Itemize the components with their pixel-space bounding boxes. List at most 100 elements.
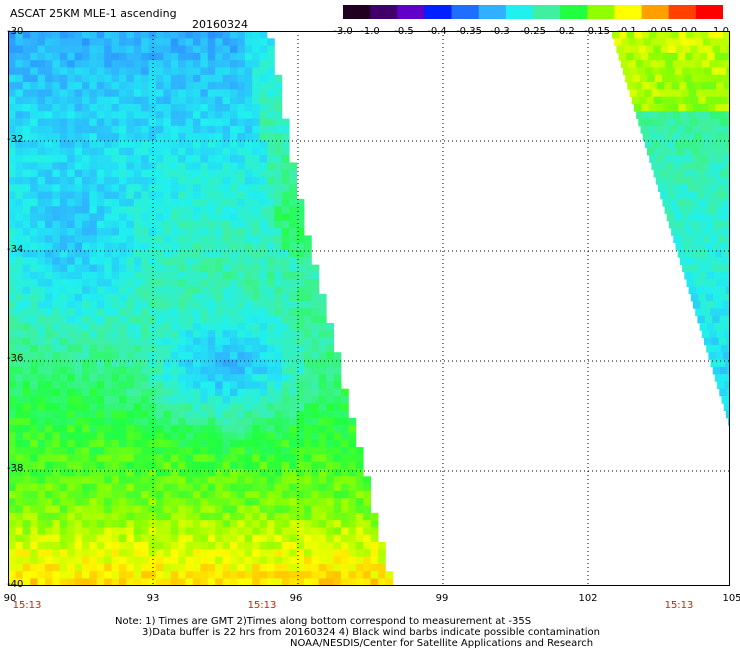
wind-data-cell — [333, 410, 342, 419]
wind-data-cell — [289, 563, 297, 572]
wind-data-cell — [649, 155, 657, 163]
wind-data-cell — [721, 125, 730, 134]
wind-data-cell — [230, 483, 238, 492]
wind-data-cell — [89, 549, 98, 557]
wind-data-cell — [721, 396, 730, 404]
wind-data-cell — [185, 542, 194, 550]
wind-data-cell — [237, 198, 246, 207]
latitude-label: -40 — [7, 579, 24, 590]
wind-data-cell — [215, 191, 223, 200]
color-scale-swatch — [370, 5, 398, 19]
wind-data-cell — [163, 89, 172, 98]
wind-data-cell — [341, 578, 349, 586]
wind-data-cell — [267, 308, 275, 317]
wind-data-cell — [59, 133, 68, 141]
wind-data-cell — [37, 556, 46, 565]
wind-data-cell — [215, 271, 223, 280]
wind-data-cell — [230, 381, 238, 390]
wind-data-cell — [685, 177, 694, 185]
wind-data-cell — [52, 74, 61, 83]
wind-data-cell — [170, 140, 179, 149]
wind-data-cell — [318, 308, 327, 317]
wind-data-cell — [163, 169, 172, 178]
wind-data-cell — [74, 388, 83, 397]
wind-data-cell — [30, 439, 38, 448]
wind-data-cell — [15, 352, 24, 360]
wind-data-cell — [311, 534, 320, 543]
wind-data-cell — [30, 308, 38, 317]
wind-data-cell — [8, 104, 16, 112]
wind-data-cell — [37, 74, 46, 83]
wind-data-cell — [96, 82, 105, 90]
wind-data-cell — [666, 213, 675, 222]
wind-data-cell — [111, 308, 120, 317]
wind-data-cell — [341, 439, 349, 448]
wind-data-cell — [660, 118, 669, 127]
wind-data-cell — [8, 417, 16, 426]
wind-data-cell — [326, 490, 334, 499]
wind-data-cell — [289, 527, 297, 536]
wind-data-cell — [8, 89, 16, 98]
wind-data-cell — [267, 235, 275, 244]
wind-data-cell — [318, 534, 327, 543]
wind-data-cell — [22, 89, 31, 98]
wind-data-cell — [119, 206, 127, 214]
wind-data-cell — [156, 505, 164, 514]
wind-data-cell — [133, 534, 142, 543]
wind-data-cell — [222, 198, 231, 207]
wind-data-cell — [178, 454, 186, 463]
wind-data-cell — [22, 461, 31, 470]
wind-data-cell — [215, 461, 223, 470]
wind-data-cell — [163, 82, 172, 90]
wind-data-cell — [133, 184, 142, 192]
wind-data-cell — [200, 542, 209, 550]
wind-data-cell — [111, 169, 120, 178]
wind-data-cell — [252, 432, 260, 441]
wind-data-cell — [222, 162, 231, 171]
wind-data-cell — [22, 206, 31, 214]
wind-data-cell — [664, 133, 673, 141]
wind-data-cell — [30, 469, 38, 477]
wind-data-cell — [185, 169, 194, 178]
wind-data-cell — [341, 505, 349, 514]
wind-data-cell — [663, 31, 672, 39]
wind-data-cell — [296, 512, 305, 521]
wind-data-cell — [133, 279, 142, 287]
wind-data-cell — [82, 271, 90, 280]
wind-data-cell — [52, 505, 61, 514]
wind-data-cell — [170, 74, 179, 83]
wind-data-cell — [712, 45, 721, 54]
wind-data-cell — [296, 388, 305, 397]
wind-data-cell — [215, 279, 223, 287]
wind-data-cell — [67, 308, 75, 317]
wind-data-cell — [74, 505, 83, 514]
wind-data-cell — [281, 118, 290, 127]
wind-data-cell — [111, 498, 120, 506]
wind-data-cell — [311, 505, 320, 514]
wind-data-cell — [126, 177, 135, 185]
wind-data-cell — [230, 184, 238, 192]
wind-data-cell — [640, 125, 649, 134]
wind-data-cell — [222, 271, 231, 280]
wind-data-cell — [15, 242, 24, 251]
wind-data-cell — [82, 184, 90, 192]
wind-data-cell — [52, 169, 61, 178]
wind-data-cell — [52, 527, 61, 536]
wind-data-cell — [163, 133, 172, 141]
wind-data-cell — [724, 330, 730, 338]
wind-data-cell — [274, 133, 283, 141]
wind-data-cell — [22, 476, 31, 484]
wind-data-cell — [178, 96, 186, 105]
wind-data-cell — [281, 155, 290, 163]
wind-data-cell — [296, 578, 305, 586]
wind-data-cell — [82, 301, 90, 309]
wind-data-cell — [318, 396, 327, 404]
wind-data-cell — [200, 425, 209, 433]
wind-data-cell — [200, 344, 209, 353]
wind-data-cell — [82, 52, 90, 61]
wind-data-cell — [207, 235, 216, 244]
wind-data-cell — [311, 279, 320, 287]
wind-data-cell — [119, 96, 127, 105]
wind-data-cell — [104, 410, 112, 419]
wind-data-cell — [163, 490, 172, 499]
